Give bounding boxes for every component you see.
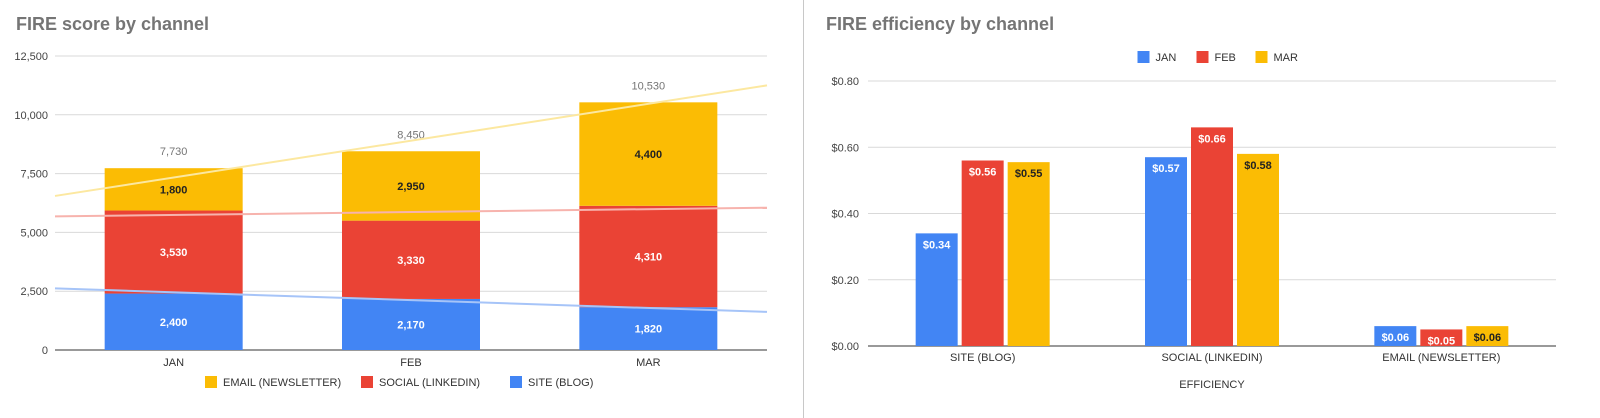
stacked-bar-segment [342, 298, 480, 350]
legend-label: SOCIAL (LINKEDIN) [379, 377, 480, 389]
bar [1191, 127, 1233, 346]
bar [1145, 157, 1187, 346]
stacked-bar-segment [579, 102, 718, 206]
bar [1420, 329, 1463, 346]
data-label: $0.06 [1382, 332, 1410, 344]
stacked-bar-segment [104, 293, 243, 350]
y-tick-label: $0.00 [831, 341, 859, 353]
trendline [54, 84, 768, 197]
data-label: 3,530 [160, 247, 188, 259]
data-label: 2,170 [397, 319, 425, 331]
data-label: 4,310 [635, 252, 663, 264]
x-tick-label: JAN [163, 357, 184, 369]
x-tick-label: EMAIL (NEWSLETTER) [1382, 352, 1500, 364]
y-tick-label: 0 [42, 345, 48, 357]
stacked-bar-segment [104, 210, 243, 294]
y-tick-label: $0.80 [831, 76, 859, 88]
fire-efficiency-chart-panel: FIRE efficiency by channel $0.00 $0.20 $0.… [806, 0, 1600, 418]
legend-label: FEB [1215, 52, 1236, 64]
legend-label: JAN [1156, 52, 1177, 64]
legend-swatch [1255, 51, 1268, 63]
y-tick-label: 10,000 [14, 110, 48, 122]
y-tick-label: 5,000 [20, 227, 48, 239]
data-label: 3,330 [397, 255, 425, 267]
data-label: $0.66 [1198, 133, 1226, 145]
fire-score-chart-panel: FIRE score by channel 0 2,500 5,000 7,500 10… [14, 14, 768, 389]
y-tick-label: $0.40 [831, 209, 859, 221]
total-label: 8,450 [397, 129, 425, 141]
stacked-bar-segment [579, 307, 718, 350]
data-label: 4,400 [635, 149, 663, 161]
legend-swatch [510, 376, 522, 388]
fire-efficiency-chart: $0.00 $0.20 $0.40 $0.60 $0.80 $0.34 $0.56 $0.55… [831, 51, 1556, 391]
data-label: $0.56 [969, 167, 997, 179]
data-label: 1,820 [635, 324, 663, 336]
stacked-bar-segment [579, 205, 718, 308]
chart-title: FIRE score by channel [16, 14, 210, 34]
total-label: 10,530 [632, 80, 666, 92]
y-tick-label: $0.20 [831, 275, 859, 287]
legend-label: SITE (BLOG) [528, 377, 593, 389]
bar [1237, 153, 1279, 346]
data-label: 2,400 [160, 317, 188, 329]
panel-divider [803, 0, 804, 418]
x-axis-label: EFFICIENCY [1179, 379, 1245, 391]
legend-swatch [1137, 51, 1150, 63]
data-label: $0.05 [1428, 335, 1456, 347]
stacked-bar-segment [342, 151, 480, 221]
data-label: $0.57 [1152, 163, 1180, 175]
trendline [54, 206, 768, 218]
x-tick-label: FEB [400, 357, 421, 369]
data-label: $0.34 [923, 239, 951, 251]
bar [1374, 326, 1417, 346]
y-tick-label: 12,500 [14, 51, 48, 63]
bar [1466, 326, 1509, 346]
data-label: 2,950 [397, 181, 425, 193]
legend-label: EMAIL (NEWSLETTER) [223, 377, 341, 389]
trendline [54, 287, 768, 313]
stacked-bar-segment [342, 220, 480, 299]
data-label: $0.58 [1244, 160, 1272, 172]
y-tick-label: $0.60 [831, 142, 859, 154]
y-tick-label: 7,500 [20, 169, 48, 181]
bar [915, 233, 958, 346]
stacked-bar-segment [104, 168, 243, 211]
bar [1007, 162, 1050, 346]
legend-swatch [1196, 51, 1209, 63]
data-label: $0.06 [1474, 332, 1502, 344]
legend-swatch [205, 376, 217, 388]
data-label: 1,800 [160, 184, 188, 196]
x-tick-label: SOCIAL (LINKEDIN) [1161, 352, 1262, 364]
data-label: $0.55 [1015, 168, 1043, 180]
bar [961, 160, 1004, 346]
total-label: 7,730 [160, 146, 188, 158]
x-tick-label: SITE (BLOG) [950, 352, 1015, 364]
chart-title: FIRE efficiency by channel [826, 14, 1055, 34]
legend-label: MAR [1274, 52, 1299, 64]
legend-swatch [361, 376, 373, 388]
x-tick-label: MAR [636, 357, 661, 369]
y-tick-label: 2,500 [20, 286, 48, 298]
fire-score-chart: 0 2,500 5,000 7,500 10,000 12,500 2,400 3,530 1,… [14, 51, 768, 389]
